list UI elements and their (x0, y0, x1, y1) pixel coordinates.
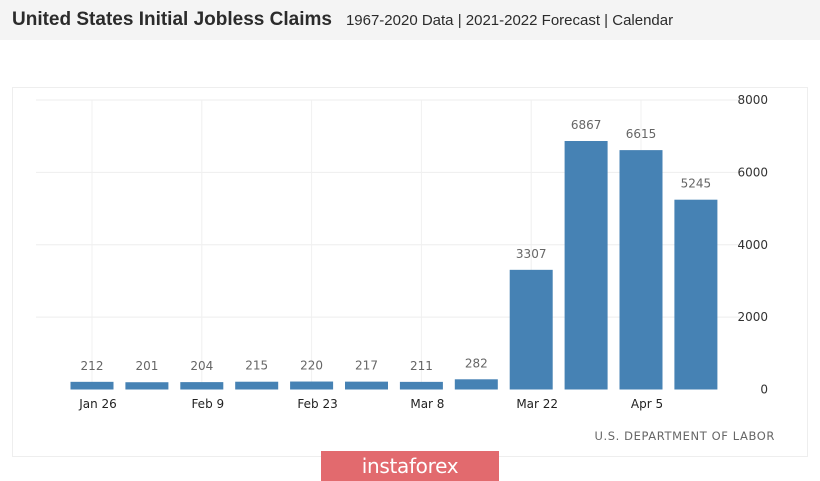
bar-value-label: 204 (190, 359, 213, 373)
y-tick-label: 8000 (737, 93, 768, 107)
bar-feb-23[interactable] (290, 381, 334, 390)
watermark-logo: instaforex (321, 451, 499, 481)
bar-value-label: 3307 (516, 247, 547, 261)
bar-value-label: 211 (410, 359, 433, 373)
x-tick-label: Mar 8 (410, 397, 444, 411)
x-tick-label: Mar 22 (516, 397, 558, 411)
y-tick-label: 0 (760, 383, 768, 397)
x-tick-layer: Jan 26 Feb 9 Feb 23 Mar 8 Mar 22 Apr 5 (78, 397, 663, 411)
header-bar: United States Initial Jobless Claims 196… (0, 0, 820, 40)
bar-feb-16[interactable] (235, 381, 279, 390)
bar-jan-26[interactable] (70, 381, 114, 390)
page-title: United States Initial Jobless Claims (12, 9, 332, 30)
page-subtitle[interactable]: 1967-2020 Data | 2021-2022 Forecast | Ca… (345, 11, 674, 29)
bar-apr-12[interactable] (674, 199, 718, 390)
bar-layer (70, 141, 718, 390)
bar-mar-1[interactable] (345, 381, 388, 390)
bar-mar-22[interactable] (509, 269, 553, 390)
x-tick-label: Jan 26 (78, 397, 117, 411)
bar-mar-29[interactable] (564, 141, 608, 390)
bar-value-label: 217 (355, 359, 378, 373)
y-tick-label: 6000 (737, 165, 768, 179)
bar-feb-2[interactable] (125, 382, 169, 390)
y-tick-label: 2000 (737, 310, 768, 324)
bar-feb-9[interactable] (180, 382, 224, 390)
y-tick-label: 4000 (737, 238, 768, 252)
x-tick-label: Feb 23 (297, 397, 337, 411)
x-tick-label: Feb 9 (191, 397, 224, 411)
bar-value-label: 282 (465, 356, 488, 370)
bar-value-label: 6867 (571, 118, 602, 132)
bar-mar-8[interactable] (399, 381, 443, 390)
data-label-layer: 212 201 204 215 220 217 211 282 3307 6867 6615 5245 (81, 118, 712, 373)
bar-value-label: 201 (135, 359, 158, 373)
source-label: U.S. DEPARTMENT OF LABOR (594, 429, 775, 443)
x-tick-label: Apr 5 (631, 397, 663, 411)
bar-value-label: 215 (245, 359, 268, 373)
bar-value-label: 220 (300, 359, 323, 373)
bar-mar-15[interactable] (454, 379, 498, 390)
y-tick-layer: 0 2000 4000 6000 8000 (737, 93, 768, 397)
bar-value-label: 212 (81, 359, 104, 373)
bar-apr-5[interactable] (619, 150, 663, 390)
bar-value-label: 5245 (681, 177, 712, 191)
watermark-text: instaforex (361, 454, 459, 478)
bar-value-label: 6615 (626, 127, 657, 141)
